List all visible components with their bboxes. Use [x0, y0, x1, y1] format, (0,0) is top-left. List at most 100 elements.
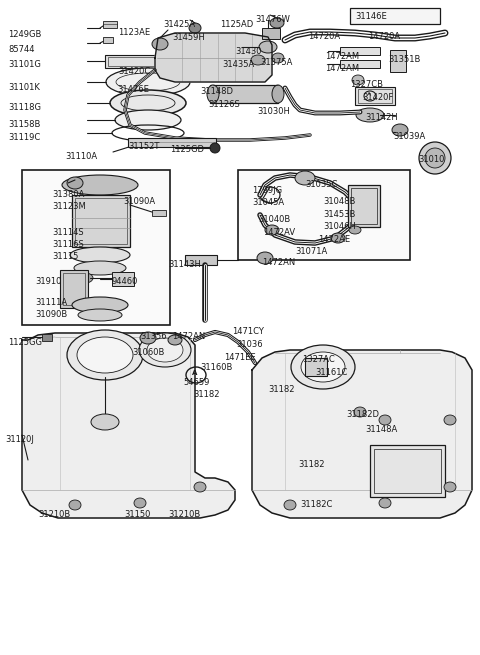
Bar [305, 358, 327, 376]
Ellipse shape [272, 53, 284, 63]
Bar [128, 138, 216, 147]
Text: 1123AE: 1123AE [118, 28, 150, 37]
Ellipse shape [356, 108, 384, 122]
Text: 31143H: 31143H [168, 260, 201, 269]
Bar [350, 8, 440, 24]
Text: 31101K: 31101K [8, 83, 40, 92]
Bar [340, 47, 380, 55]
Text: 31158B: 31158B [8, 120, 40, 129]
Text: 31160B: 31160B [200, 363, 232, 372]
Ellipse shape [265, 225, 279, 235]
Text: 31210B: 31210B [38, 510, 70, 519]
Text: 31090B: 31090B [35, 310, 67, 319]
Text: 31123M: 31123M [52, 202, 86, 211]
Text: A: A [192, 370, 197, 376]
Text: 31148A: 31148A [365, 425, 397, 434]
Ellipse shape [110, 90, 186, 116]
Ellipse shape [69, 500, 81, 510]
Text: 1472AE: 1472AE [318, 235, 350, 244]
Ellipse shape [134, 498, 146, 508]
Text: 85744: 85744 [8, 45, 35, 54]
Ellipse shape [210, 143, 220, 153]
Text: 31182: 31182 [298, 460, 324, 469]
Ellipse shape [78, 309, 122, 321]
Ellipse shape [77, 273, 93, 283]
Text: 31910: 31910 [35, 277, 61, 286]
Text: 31045A: 31045A [252, 198, 284, 207]
Ellipse shape [139, 333, 191, 367]
Ellipse shape [115, 110, 181, 130]
Ellipse shape [379, 415, 391, 425]
Ellipse shape [259, 41, 277, 53]
Ellipse shape [284, 500, 296, 510]
Ellipse shape [444, 415, 456, 425]
Text: 31036: 31036 [236, 340, 263, 349]
Text: 31420F: 31420F [362, 93, 393, 102]
Text: 31182: 31182 [193, 390, 219, 399]
Text: 31356: 31356 [140, 332, 167, 341]
Ellipse shape [194, 482, 206, 492]
Text: 31435A: 31435A [222, 60, 254, 69]
Text: 1472AM: 1472AM [325, 52, 359, 61]
Text: 31040B: 31040B [258, 215, 290, 224]
Bar [75, 198, 127, 244]
Bar [60, 270, 88, 308]
Ellipse shape [152, 38, 168, 50]
Ellipse shape [419, 142, 451, 174]
Bar [108, 57, 163, 66]
Text: 31146E: 31146E [355, 12, 387, 21]
Text: 31046H: 31046H [323, 222, 356, 231]
Text: 31030H: 31030H [257, 107, 290, 116]
Text: 31161C: 31161C [315, 368, 348, 377]
Ellipse shape [140, 332, 156, 344]
Ellipse shape [379, 498, 391, 508]
Text: 31152T: 31152T [128, 142, 159, 151]
Text: 31425A: 31425A [163, 20, 195, 29]
Text: 31453B: 31453B [323, 210, 355, 219]
Ellipse shape [207, 85, 219, 103]
Bar [374, 449, 441, 493]
Ellipse shape [331, 233, 345, 243]
Text: 31116S: 31116S [52, 240, 84, 249]
Ellipse shape [67, 330, 143, 380]
Text: 31126S: 31126S [208, 100, 240, 109]
Ellipse shape [70, 247, 130, 263]
Ellipse shape [72, 297, 128, 313]
Text: 31101G: 31101G [8, 60, 41, 69]
Text: 31182: 31182 [268, 385, 295, 394]
Text: 31420C: 31420C [118, 67, 150, 76]
Bar [42, 334, 52, 341]
Text: 31182C: 31182C [300, 500, 332, 509]
Text: 31182D: 31182D [346, 410, 379, 419]
Ellipse shape [62, 175, 138, 195]
Text: 1249GB: 1249GB [8, 30, 41, 39]
Ellipse shape [91, 414, 119, 430]
Text: 31380A: 31380A [52, 190, 84, 199]
Text: 1799JG: 1799JG [252, 186, 282, 195]
Text: 1327AC: 1327AC [302, 355, 335, 364]
Bar [262, 28, 280, 39]
Text: 31476E: 31476E [117, 85, 149, 94]
Text: 31114S: 31114S [52, 228, 84, 237]
Text: 1125AD: 1125AD [220, 20, 253, 29]
Ellipse shape [270, 18, 284, 28]
Text: 31039A: 31039A [393, 132, 425, 141]
Text: 31430: 31430 [235, 47, 262, 56]
Text: 31120J: 31120J [5, 435, 34, 444]
Ellipse shape [392, 124, 408, 136]
Text: 1472AN: 1472AN [262, 258, 295, 267]
Text: 31071A: 31071A [295, 247, 327, 256]
Ellipse shape [349, 226, 361, 234]
Text: 31090A: 31090A [123, 197, 155, 206]
Ellipse shape [354, 407, 366, 417]
Text: 31110A: 31110A [65, 152, 97, 161]
Text: 31142H: 31142H [365, 113, 398, 122]
Ellipse shape [272, 85, 284, 103]
Text: 31148D: 31148D [200, 87, 233, 96]
Bar [355, 87, 395, 105]
Ellipse shape [74, 261, 126, 275]
Text: 14720A: 14720A [368, 32, 400, 41]
Ellipse shape [352, 75, 364, 85]
Bar [348, 185, 380, 227]
Ellipse shape [251, 55, 265, 65]
